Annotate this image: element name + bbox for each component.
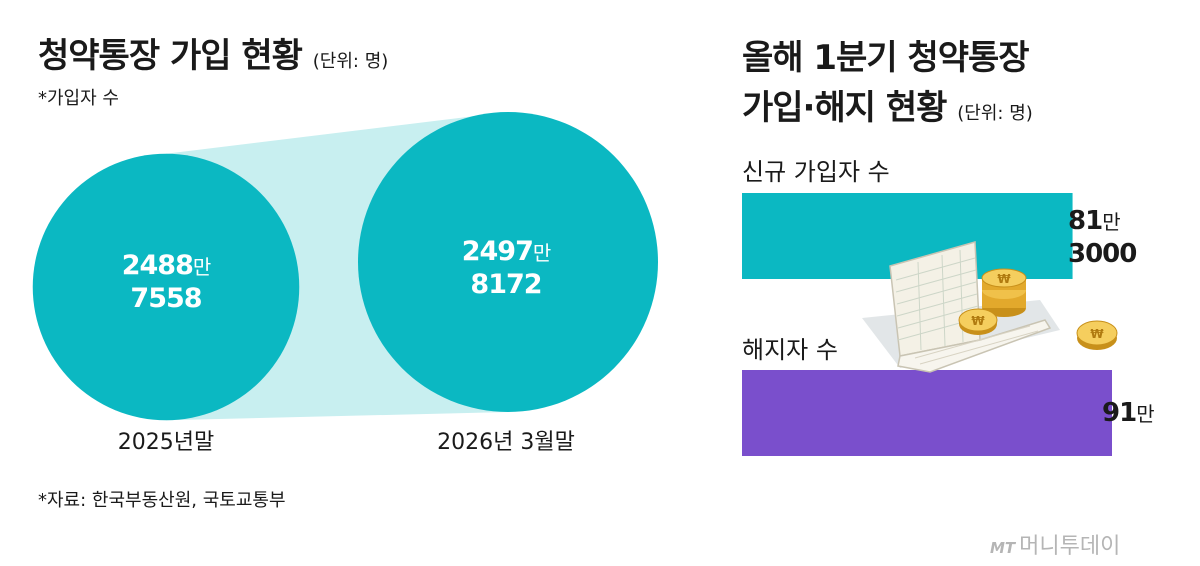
coin-loose: ₩ — [1076, 320, 1118, 350]
svg-text:₩: ₩ — [997, 272, 1011, 286]
source-note: *자료: 한국부동산원, 국토교통부 — [38, 490, 286, 511]
bubble-2025 — [32, 153, 300, 421]
bar-label-cancel: 해지자 수 — [742, 336, 838, 364]
period-label-2025: 2025년말 — [117, 430, 215, 455]
left-unit: (단위: 명) — [312, 51, 389, 72]
bar-value-cancel-main: 91 — [1102, 398, 1137, 428]
left-note: *가입자 수 — [38, 88, 119, 109]
period-label-2026: 2026년 3월말 — [437, 430, 575, 455]
bar-value-new-suffix: 만 — [1102, 210, 1120, 234]
coin-stack: ₩ — [981, 268, 1027, 317]
bubble-label-2025: 2488만 7558 — [76, 250, 256, 315]
left-title-text: 청약통장 가입 현황 — [38, 36, 303, 76]
bar-cancellations — [742, 370, 1112, 456]
bubble-label-2025-suffix: 만 — [192, 255, 211, 279]
right-title-line2: 가입·해지 현황 (단위: 명) — [742, 80, 1033, 129]
bar-value-new-main: 81 — [1068, 206, 1103, 236]
right-unit: (단위: 명) — [957, 103, 1033, 124]
bar-label-new: 신규 가입자 수 — [742, 158, 890, 186]
bubble-label-2026-suffix: 만 — [532, 241, 551, 265]
right-title-line2-text: 가입·해지 현황 — [742, 88, 947, 128]
coin-single: ₩ — [958, 308, 998, 335]
bar-value-new-rest: 3000 — [1068, 239, 1137, 269]
bar-value-cancel-suffix: 만 — [1136, 402, 1154, 426]
bubble-label-2026-main: 2497 — [461, 236, 534, 267]
logo-text: 머니투데이 — [1019, 534, 1121, 559]
left-title: 청약통장 가입 현황 (단위: 명) — [38, 28, 388, 77]
bar-value-cancel: 91만 — [1102, 397, 1155, 430]
logo-mark: MT — [990, 539, 1016, 557]
right-title-line1: 올해 1분기 청약통장 — [742, 38, 1030, 78]
laptop-illustration — [862, 241, 1060, 373]
svg-text:₩: ₩ — [1090, 327, 1104, 341]
svg-text:₩: ₩ — [971, 314, 985, 328]
bubble-label-2025-main: 2488 — [121, 250, 194, 281]
bubble-label-2026-rest: 8172 — [470, 269, 542, 300]
bubble-label-2025-rest: 7558 — [130, 283, 202, 314]
bubble-2026 — [358, 112, 658, 412]
laptop-keys — [914, 325, 1039, 365]
publisher-logo: MT 머니투데이 — [990, 528, 1120, 560]
bar-value-new: 81만 3000 — [1068, 205, 1137, 270]
bubble-label-2026: 2497만 8172 — [416, 236, 596, 301]
